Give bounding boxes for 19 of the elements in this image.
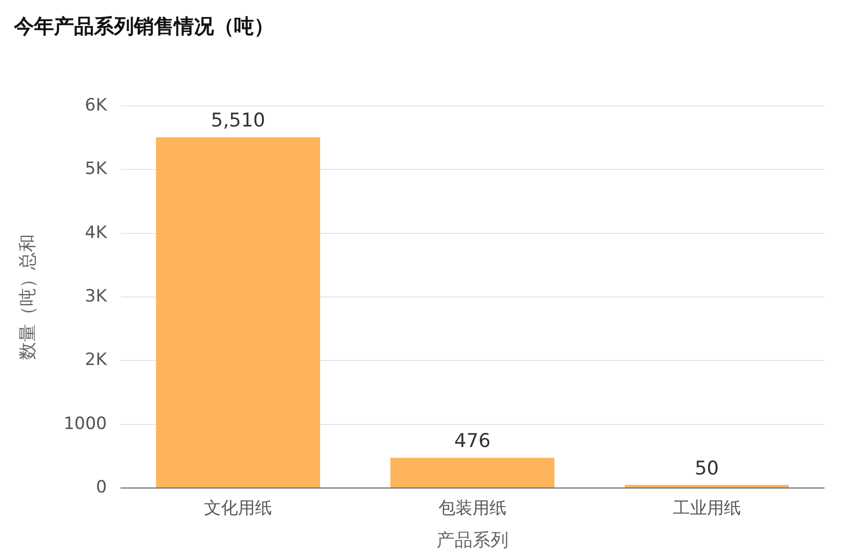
data-label: 50 <box>694 457 719 480</box>
x-axis-title: 产品系列 <box>436 530 508 551</box>
data-label: 476 <box>454 430 491 452</box>
x-tick-label: 文化用纸 <box>204 498 272 519</box>
y-tick-label: 3K <box>84 286 108 306</box>
bar <box>156 137 320 488</box>
x-tick-label: 包装用纸 <box>438 498 506 519</box>
bar <box>624 484 789 488</box>
y-tick-label: 4K <box>84 222 108 243</box>
y-tick-label: 1000 <box>64 414 107 434</box>
y-tick-label: 0 <box>96 477 107 498</box>
y-tick-label: 2K <box>84 350 108 370</box>
y-axis-title: 数量（吨）总和 <box>17 234 38 360</box>
data-label: 5,510 <box>210 110 266 132</box>
chart-title: 今年产品系列销售情况（吨） <box>13 14 274 38</box>
y-tick-label: 5K <box>84 159 108 180</box>
y-tick-label: 6K <box>84 95 108 116</box>
bar <box>390 458 554 488</box>
x-tick-label: 工业用纸 <box>672 498 741 519</box>
